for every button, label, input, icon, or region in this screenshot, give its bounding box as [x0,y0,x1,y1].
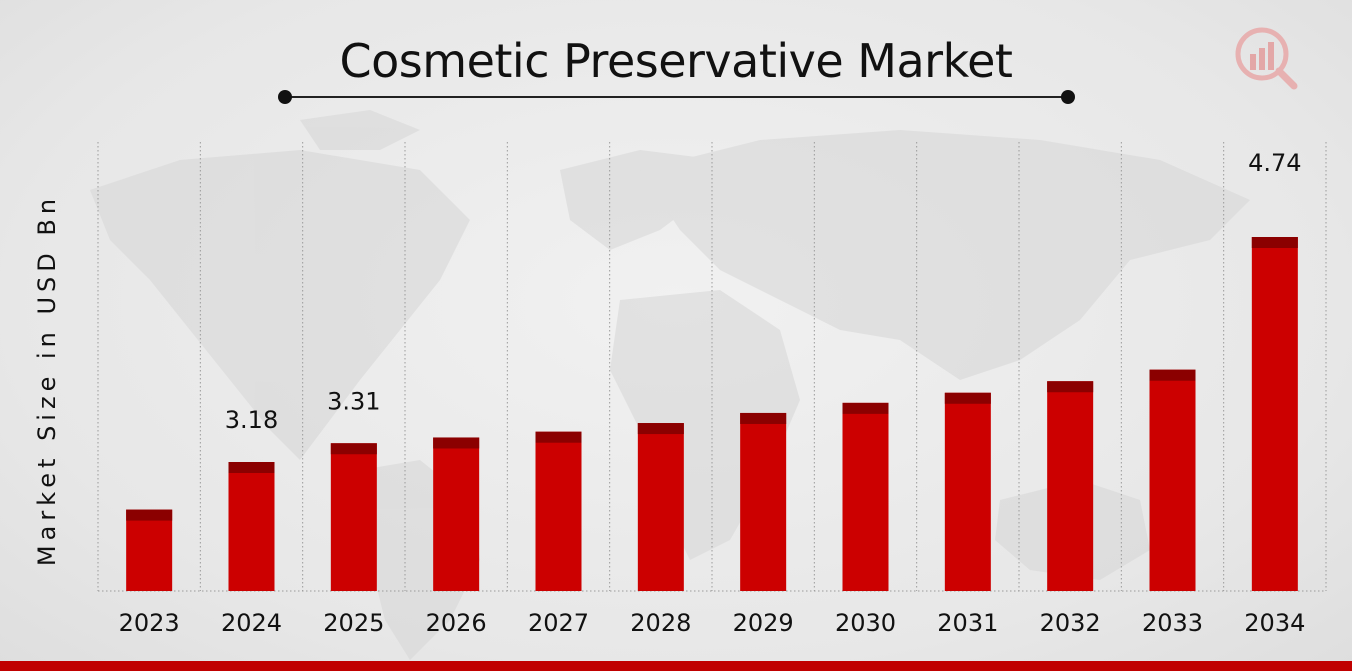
bar-cap [1047,381,1094,393]
bar-2026 [433,437,480,591]
data-label: 3.18 [225,406,278,434]
data-label: 3.31 [327,387,380,415]
chart-title: Cosmetic Preservative Market [339,34,1013,88]
x-tick-label: 2027 [528,609,589,637]
x-tick-label: 2025 [323,609,384,637]
brand-logo-icon [1235,27,1298,90]
bar-cap [740,412,787,424]
bar-cap [433,437,480,449]
x-tick-label: 2024 [221,609,282,637]
x-tick-label: 2023 [119,609,180,637]
bar [944,392,991,591]
bar [433,437,480,591]
bar-cap [126,509,173,521]
bar [740,412,787,591]
bar [228,462,275,591]
bar-2032 [1047,381,1094,591]
x-tick-label: 2032 [1040,609,1101,637]
bar-2028 [637,423,684,591]
x-tick-label: 2029 [733,609,794,637]
bar-2033 [1149,369,1196,591]
bar-2023 [126,509,173,591]
bar-cap [228,462,275,473]
bar-cap [944,392,991,404]
bar-cap [842,402,889,414]
bar-2029 [740,412,787,591]
bottom-accent-bar [0,661,1352,671]
bar-2025 [330,443,377,591]
x-tick-label: 2033 [1142,609,1203,637]
bar-2027 [535,431,582,591]
bar [1149,369,1196,591]
bar [330,443,377,591]
x-tick-label: 2034 [1244,609,1305,637]
bar-cap [330,443,377,455]
bar [1251,237,1298,591]
bar-2034 [1251,237,1298,591]
bar-2031 [944,392,991,591]
bar-2024 [228,462,275,591]
x-tick-label: 2031 [937,609,998,637]
bar [126,509,173,591]
title-underline [278,90,1075,104]
bar [637,423,684,591]
bar [1047,381,1094,591]
bar-cap [1149,369,1196,381]
x-tick-label: 2030 [835,609,896,637]
bar-2030 [842,402,889,591]
bar-cap [637,423,684,435]
bar-cap [535,431,582,443]
x-tick-label: 2028 [630,609,691,637]
bar [535,431,582,591]
bar-cap [1251,237,1298,248]
bar [842,402,889,591]
y-axis-label: Market Size in USD Bn [33,193,61,567]
x-tick-label: 2026 [426,609,487,637]
data-label: 4.74 [1248,149,1301,177]
